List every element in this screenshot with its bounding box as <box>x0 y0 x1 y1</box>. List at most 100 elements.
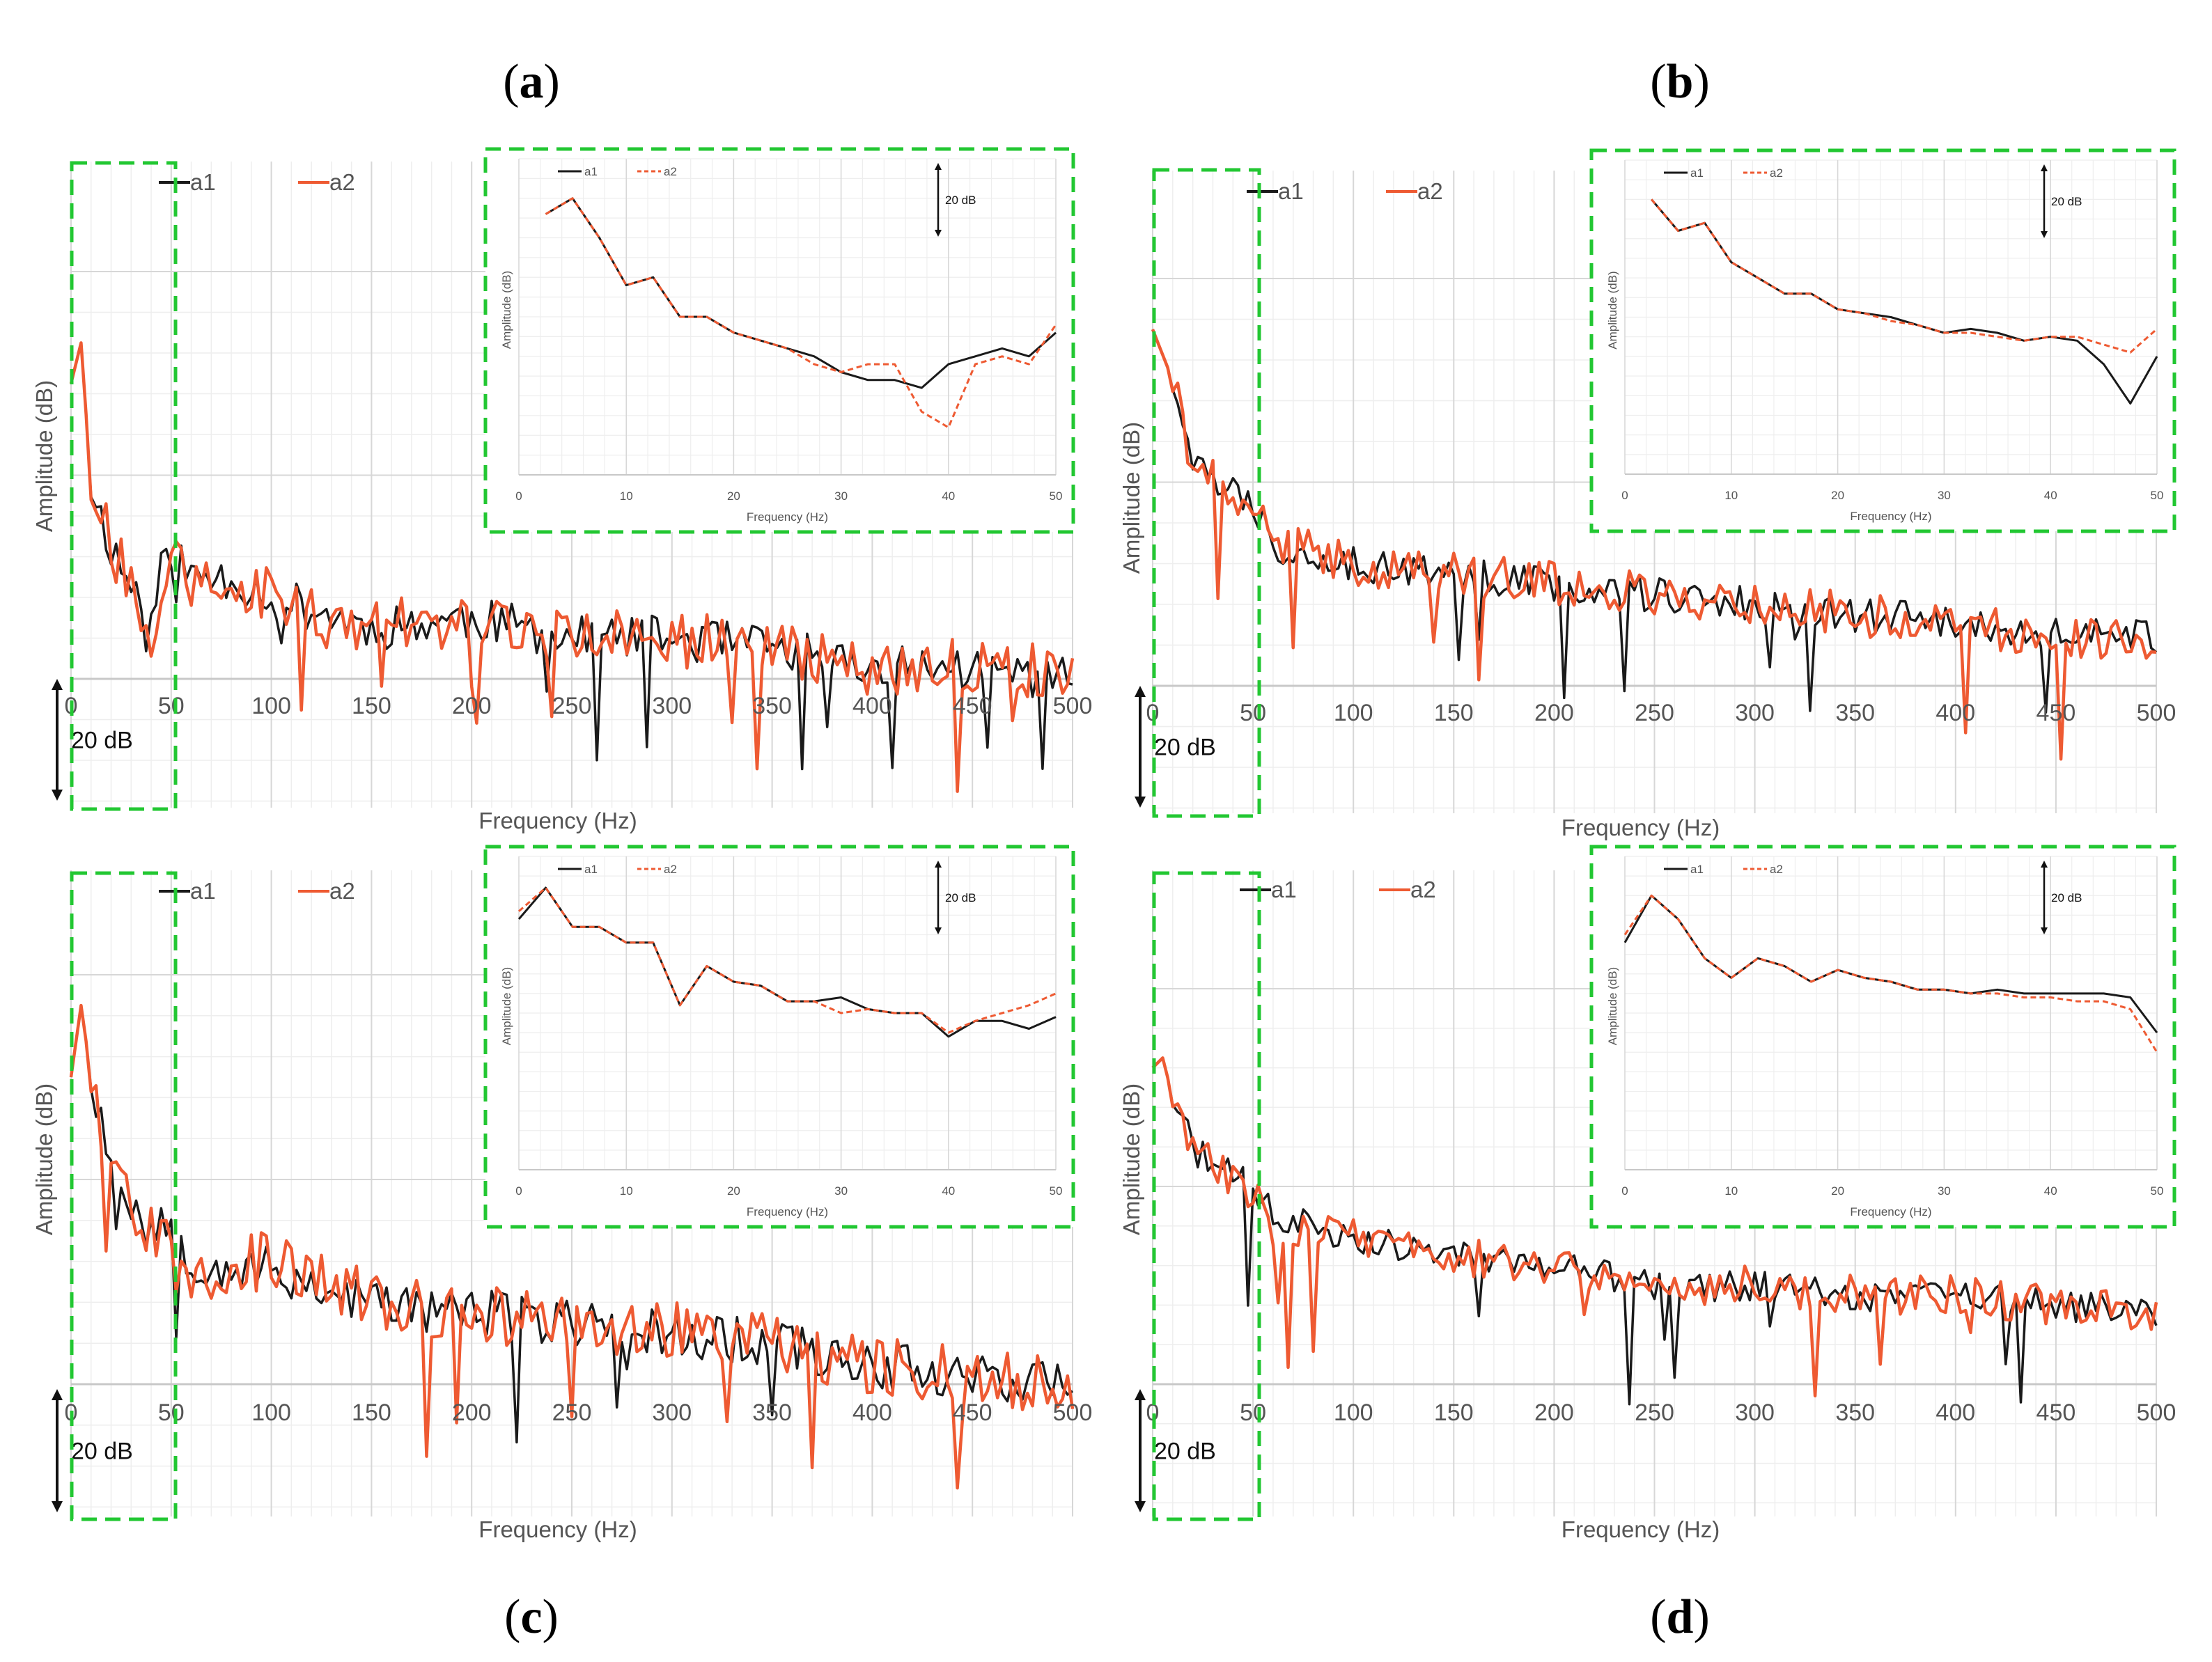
x-tick-label: 150 <box>1434 700 1474 726</box>
inset-chart-c: 0 10 20 30 40 50 Frequency (Hz) Amplitude (dB) a… <box>500 856 1062 1218</box>
x-tick-label: 400 <box>852 1400 892 1426</box>
inset-scale-bar-label: 20 dB <box>945 194 976 207</box>
x-tick-label: 0 <box>1146 1400 1160 1426</box>
chart-panel-b: 0 50 100 150 200 250 300 350 400 450 500 Frequency … <box>1119 148 2176 840</box>
scale-bar-arrow-down <box>1135 1501 1146 1512</box>
inset-scale-bar-arrow-up <box>935 861 942 868</box>
inset-series-line-a2 <box>545 197 1057 429</box>
chart-panel-c: 0 50 100 150 200 250 300 350 400 450 500 Frequency … <box>31 845 1092 1542</box>
series-line-a2 <box>1151 1056 2158 1397</box>
x-tick-label: 200 <box>452 1400 492 1426</box>
x-tick-label: 450 <box>953 1400 992 1426</box>
inset-x-tick-label: 50 <box>2151 489 2164 502</box>
highlight-box-0-50hz <box>1152 871 1261 1521</box>
inset-series-line-a2 <box>1623 894 2158 1053</box>
x-tick-label: 400 <box>1936 1400 1975 1426</box>
inset-x-tick-label: 10 <box>1724 1184 1738 1198</box>
highlight-box-0-50hz <box>70 161 178 811</box>
series-line-a1 <box>1151 1056 2158 1406</box>
inset-scale-bar-arrow-down <box>935 230 942 237</box>
inset-scale-bar-arrow-up <box>2041 164 2048 171</box>
x-tick-label: 250 <box>1635 700 1674 726</box>
x-tick-label: 300 <box>652 693 692 719</box>
x-tick-label: 300 <box>1735 1400 1775 1426</box>
inset-y-axis-label: Amplitude (dB) <box>500 967 513 1045</box>
x-tick-label: 450 <box>2036 1400 2076 1426</box>
x-tick-label: 350 <box>1835 1400 1875 1426</box>
highlight-box-0-50hz <box>70 871 178 1521</box>
legend-label-a2: a2 <box>329 169 355 195</box>
panel-label-a: (a) <box>503 55 560 109</box>
inset-highlight-frame <box>1589 845 2176 1229</box>
x-tick-label: 500 <box>1053 693 1093 719</box>
inset-series-line-a2 <box>518 886 1057 1034</box>
y-axis-label: Amplitude (dB) <box>1119 1083 1144 1235</box>
inset-x-tick-label: 10 <box>1724 489 1738 502</box>
scale-bar-arrow-down <box>52 1501 63 1512</box>
inset-scale-bar-arrow-down <box>935 927 942 934</box>
inset-x-tick-label: 50 <box>1050 489 1063 503</box>
inset-x-axis-label: Frequency (Hz) <box>1850 510 1931 523</box>
inset-series-line-a2 <box>1651 198 2158 354</box>
x-tick-label: 250 <box>1635 1400 1674 1426</box>
x-tick-label: 200 <box>452 693 492 719</box>
inset-scale-bar-arrow-up <box>935 163 942 170</box>
x-axis-label: Frequency (Hz) <box>478 808 637 833</box>
inset-x-tick-label: 0 <box>1621 1184 1628 1198</box>
x-tick-label: 350 <box>1835 700 1875 726</box>
inset-x-tick-label: 30 <box>834 1184 848 1198</box>
inset-y-axis-label: Amplitude (dB) <box>1606 271 1619 349</box>
scale-bar-arrow-up <box>1135 686 1146 697</box>
y-axis-label: Amplitude (dB) <box>31 380 57 532</box>
x-tick-label: 350 <box>752 1400 792 1426</box>
x-tick-label: 300 <box>652 1400 692 1426</box>
chart-panel-a: 0 50 100 150 200 250 300 350 400 450 500 Frequency … <box>31 147 1093 833</box>
inset-x-tick-label: 30 <box>834 489 848 503</box>
inset-x-tick-label: 40 <box>2044 489 2057 502</box>
inset-x-tick-label: 20 <box>1831 489 1844 502</box>
scale-bar-arrow-down <box>52 790 63 801</box>
scale-bar-label: 20 dB <box>1154 1438 1216 1465</box>
scale-bar-arrow-down <box>1135 797 1146 808</box>
inset-scale-bar-arrow-down <box>2041 231 2048 238</box>
y-axis-label: Amplitude (dB) <box>31 1083 57 1235</box>
inset-x-tick-label: 50 <box>1050 1184 1063 1198</box>
inset-chart-d: 0 10 20 30 40 50 Frequency (Hz) Amplitude (dB) a… <box>1606 856 2163 1218</box>
x-tick-label: 250 <box>552 693 592 719</box>
x-tick-label: 350 <box>752 693 792 719</box>
inset-x-tick-label: 10 <box>620 489 633 503</box>
scale-bar-arrow-up <box>52 1389 63 1400</box>
legend-label-a1: a1 <box>190 169 216 195</box>
series-line-a2 <box>1151 329 2157 761</box>
scale-bar-label: 20 dB <box>71 728 133 754</box>
scale-bar-label: 20 dB <box>1154 735 1216 761</box>
inset-x-tick-label: 30 <box>1938 489 1951 502</box>
inset-x-tick-label: 20 <box>727 1184 740 1198</box>
inset-legend-label-a1: a1 <box>584 863 598 876</box>
x-tick-label: 50 <box>158 693 185 719</box>
inset-scale-bar-label: 20 dB <box>945 891 976 904</box>
inset-x-tick-label: 20 <box>727 489 740 503</box>
inset-highlight-frame <box>483 147 1075 534</box>
legend-label-a2: a2 <box>1410 877 1436 902</box>
x-tick-label: 100 <box>251 1400 291 1426</box>
panel-label-c: (c) <box>504 1590 559 1644</box>
inset-legend-label-a1: a1 <box>584 165 598 178</box>
highlight-box-0-50hz <box>1152 168 1261 818</box>
panel-label-d: (d) <box>1650 1590 1710 1644</box>
inset-highlight-frame <box>1589 148 2176 533</box>
series-line-a2 <box>69 341 1075 793</box>
x-axis-label: Frequency (Hz) <box>478 1516 637 1542</box>
inset-x-tick-label: 10 <box>620 1184 633 1198</box>
inset-scale-bar-arrow-up <box>2041 861 2048 868</box>
panel-label-b: (b) <box>1650 55 1710 109</box>
legend-label-a1: a1 <box>1271 877 1297 902</box>
x-tick-label: 500 <box>2137 1400 2176 1426</box>
y-axis-label: Amplitude (dB) <box>1119 422 1144 574</box>
x-tick-label: 50 <box>158 1400 185 1426</box>
scale-bar-arrow-up <box>1135 1389 1146 1400</box>
x-tick-label: 200 <box>1534 700 1574 726</box>
inset-x-tick-label: 0 <box>1621 489 1628 502</box>
x-tick-label: 400 <box>852 693 892 719</box>
